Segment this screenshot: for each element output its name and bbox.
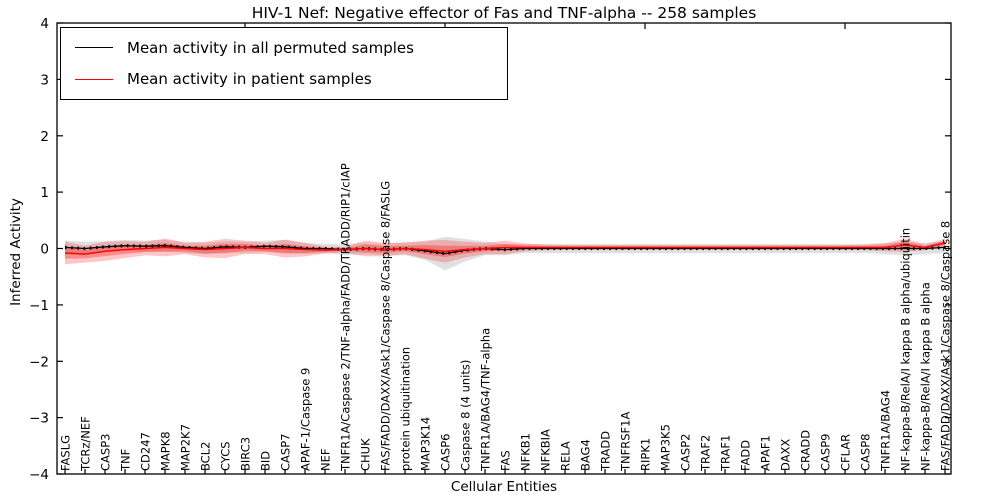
x-category-label: MAP3K14 xyxy=(419,417,433,471)
x-category-label: CASP7 xyxy=(279,434,293,471)
x-category-label: DAXX xyxy=(779,439,793,471)
y-tick-label: −4 xyxy=(29,467,49,483)
permuted-std-band xyxy=(65,236,945,271)
x-category-label: MAP3K5 xyxy=(659,424,673,471)
patient-std-band-outer xyxy=(65,238,945,265)
legend-line-black xyxy=(75,47,113,49)
y-tick-label: 1 xyxy=(40,185,49,201)
x-category-label: TRAF2 xyxy=(699,435,713,472)
x-category-label: CASP9 xyxy=(819,434,833,471)
legend-item-patient: Mean activity in patient samples xyxy=(61,70,507,88)
x-category-label: NFKB1 xyxy=(519,433,533,471)
x-category-label: CRADD xyxy=(799,430,813,471)
x-axis-label: Cellular Entities xyxy=(450,479,558,495)
x-category-label: BAG4 xyxy=(579,439,593,471)
patient-mean-line xyxy=(64,242,946,255)
permuted-mean-markers xyxy=(64,244,946,256)
x-category-label: CYCS xyxy=(219,441,233,471)
x-category-label: CASP8 xyxy=(859,434,873,471)
y-tick-label: −2 xyxy=(29,354,49,370)
x-category-label: FAS xyxy=(499,450,513,471)
x-category-label: TRAF1 xyxy=(719,435,733,472)
x-category-label: NFKBIA xyxy=(539,429,553,471)
x-category-label: CD247 xyxy=(139,432,153,471)
x-category-label: CASP6 xyxy=(439,434,453,471)
x-category-label: MAP2K7 xyxy=(179,424,193,471)
x-category-label: TNFRSF1A xyxy=(619,412,633,472)
y-tick-label: 0 xyxy=(40,242,49,258)
x-category-label: BIRC3 xyxy=(239,437,253,471)
x-category-label: FAS/FADD/DAXX/Ask1/Caspase 8/Caspase 8/F… xyxy=(379,181,393,471)
legend-line-red xyxy=(75,78,113,80)
legend-label: Mean activity in patient samples xyxy=(127,70,372,89)
x-category-label: Caspase 8 (4 units) xyxy=(459,360,473,471)
chart-title: HIV-1 Nef: Negative effector of Fas and … xyxy=(251,4,757,22)
x-category-label: TCRz/NEF xyxy=(79,416,93,472)
x-category-label: NF-kappa-B/RelA/I kappa B alpha xyxy=(919,282,933,471)
legend-label: Mean activity in all permuted samples xyxy=(127,38,414,57)
x-category-label: TRADD xyxy=(599,431,613,472)
x-category-label: protein ubiquitination xyxy=(399,347,413,471)
x-category-label: FASLG xyxy=(59,435,73,471)
x-category-label: TNFR1A/Caspase 2/TNF-alpha/FADD/TRADD/RI… xyxy=(339,163,353,472)
x-category-label: TNFR1A/BAG4/TNF-alpha xyxy=(479,328,493,472)
y-tick-label: −3 xyxy=(29,411,49,427)
x-category-label: RIPK1 xyxy=(639,438,653,471)
y-tick-label: 3 xyxy=(40,72,49,88)
x-category-label: CASP2 xyxy=(679,434,693,471)
x-category-label: TNF xyxy=(119,449,133,472)
x-category-label: CHUK xyxy=(359,438,373,471)
x-category-label: FADD xyxy=(739,440,753,471)
y-tick-label: 2 xyxy=(40,129,49,145)
legend-item-permuted: Mean activity in all permuted samples xyxy=(61,39,507,57)
x-category-label: NF-kappa-B/RelA/I kappa B alpha/ubiquiti… xyxy=(899,228,913,471)
legend: Mean activity in all permuted samples Me… xyxy=(60,27,508,100)
x-category-label: MAPK8 xyxy=(159,431,173,471)
y-tick-label: 4 xyxy=(40,16,49,32)
x-category-label: NEF xyxy=(319,449,333,471)
x-category-label: RELA xyxy=(559,441,573,471)
x-category-label: BCL2 xyxy=(199,442,213,471)
x-category-label: APAF-1/Caspase 9 xyxy=(299,368,313,471)
x-category-label: CASP3 xyxy=(99,434,113,471)
y-tick-label: −1 xyxy=(29,298,49,314)
x-category-label: CFLAR xyxy=(839,434,853,471)
x-category-label: FAS/FADD/DAXX/Ask1/Caspase 8/Caspase 8 xyxy=(939,221,953,471)
x-category-label: APAF1 xyxy=(759,435,773,471)
x-category-label: TNFR1A/BAG4 xyxy=(879,390,893,472)
x-category-label: BID xyxy=(259,451,273,471)
